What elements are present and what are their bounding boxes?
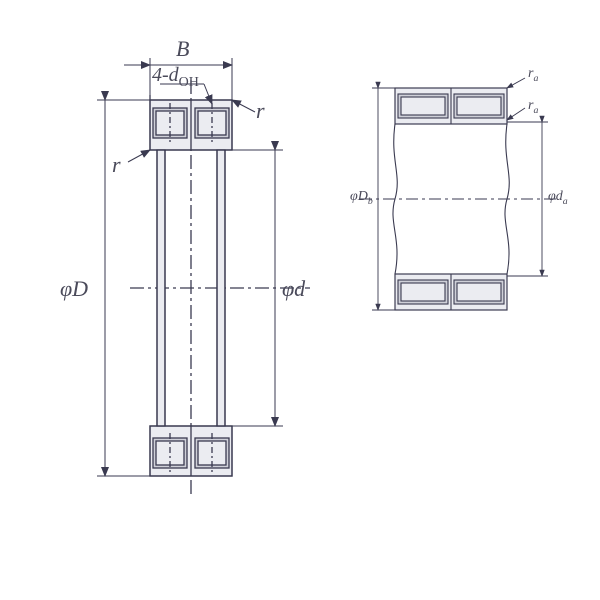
dim-r-left	[128, 150, 150, 162]
roller-top-right	[195, 103, 229, 143]
right-cross-section	[360, 88, 560, 310]
label-B: B	[176, 36, 189, 62]
roller-bot-left	[153, 433, 187, 473]
bearing-diagram: { "colors": { "stroke": "#3a3a50", "fill…	[0, 0, 600, 600]
label-ra1: ra	[528, 66, 538, 84]
dim-r-top	[232, 100, 255, 112]
label-r-left: r	[112, 152, 121, 178]
label-phiD: φD	[60, 276, 88, 302]
label-phid: φd	[282, 276, 305, 302]
label-holes: 4-dOH	[152, 64, 199, 91]
label-r-top: r	[256, 98, 265, 124]
label-phiDb: φDb	[350, 189, 373, 207]
roller-top-left	[153, 103, 187, 143]
label-phida: φda	[548, 189, 568, 207]
roller-bot-right	[195, 433, 229, 473]
label-ra2: ra	[528, 98, 538, 116]
